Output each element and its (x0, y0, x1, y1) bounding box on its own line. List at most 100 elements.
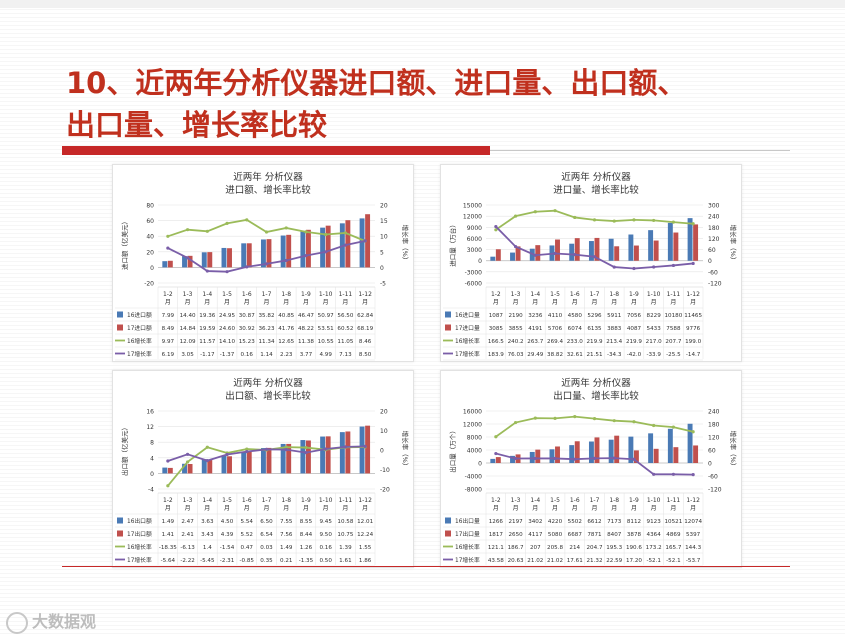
category-label-unit: 月 (552, 505, 558, 512)
chart-title: 近两年 分析仪器 (561, 171, 631, 183)
category-label: 1-6 (242, 291, 252, 298)
point-17增长率 (533, 253, 537, 257)
table-cell: 12074 (684, 519, 702, 525)
y2-axis-label: 增长率（%） (729, 225, 738, 264)
point-16增长率 (533, 210, 537, 214)
point-16增长率 (324, 232, 328, 237)
point-17增长率 (632, 266, 636, 271)
bar-16出口额 (339, 432, 345, 474)
table-cell: 3.43 (201, 532, 214, 538)
chart-title: 近两年 分析仪器 (233, 377, 303, 389)
point-17增长率 (166, 459, 170, 463)
table-cell: 3883 (607, 326, 622, 332)
table-cell: 46.47 (298, 313, 314, 319)
point-17增长率 (494, 451, 498, 456)
category-label-unit: 月 (244, 505, 250, 512)
category-label: 1-7 (590, 291, 600, 298)
table-cell: 19.36 (199, 313, 215, 319)
table-cell: 40.85 (278, 313, 294, 319)
title-underline-gray (490, 150, 790, 151)
bar-17进口量 (653, 240, 659, 261)
table-cell: -2.22 (180, 558, 194, 564)
bar-17出口量 (633, 450, 639, 463)
point-16增长率 (592, 218, 597, 222)
point-16增长率 (166, 484, 170, 488)
y-tick-label: 12000 (463, 422, 482, 429)
table-cell: 6687 (568, 532, 583, 538)
point-16增长率 (652, 218, 656, 223)
bar-16出口额 (241, 451, 247, 474)
point-17增长率 (671, 263, 676, 268)
y-tick-label: 4000 (467, 448, 482, 455)
bar-17出口额 (187, 464, 193, 474)
table-cell: 11.38 (298, 339, 314, 345)
table-cell: 12.09 (180, 339, 196, 345)
y-tick-label: 12 (146, 424, 154, 431)
bar-16出口量 (588, 441, 594, 463)
point-17增长率 (592, 255, 597, 259)
bar-17进口额 (286, 234, 292, 268)
category-label: 1-9 (629, 497, 639, 504)
table-cell: 15.23 (239, 339, 255, 345)
point-17增长率 (691, 261, 695, 266)
point-17增长率 (691, 473, 695, 477)
point-16增长率 (533, 416, 537, 420)
point-17增长率 (632, 457, 636, 461)
point-17增长率 (671, 472, 676, 476)
table-cell: 2.47 (181, 519, 194, 525)
table-cell: 36.23 (258, 326, 274, 332)
table-cell: 22.59 (606, 558, 622, 564)
point-17增长率 (343, 445, 348, 449)
point-16增长率 (573, 215, 577, 220)
category-label: 1-5 (222, 291, 232, 298)
legend-label: 17进口量 (455, 324, 480, 332)
category-label-unit: 月 (690, 505, 696, 512)
y2-tick-label: 10 (380, 428, 388, 435)
point-17增长率 (363, 239, 367, 243)
category-label: 1-3 (511, 497, 521, 504)
point-16增长率 (343, 231, 348, 235)
point-17增长率 (225, 270, 229, 274)
y-tick-label: 8000 (467, 435, 482, 442)
category-label-unit: 月 (244, 299, 250, 306)
category-label-unit: 月 (263, 505, 269, 512)
table-cell: 8407 (607, 532, 622, 538)
y2-tick-label: 0 (380, 265, 384, 272)
table-cell: 0.47 (241, 545, 254, 551)
category-label: 1-10 (319, 497, 333, 504)
point-17增长率 (225, 452, 229, 457)
table-cell: 29.49 (527, 352, 543, 358)
table-cell: 5080 (548, 532, 563, 538)
category-label: 1-5 (550, 291, 560, 298)
y-tick-label: 0 (478, 461, 482, 468)
table-cell: 0.35 (260, 558, 273, 564)
category-label-unit: 月 (263, 299, 269, 306)
table-cell: 0.16 (241, 352, 254, 358)
category-label: 1-6 (570, 497, 580, 504)
category-label-unit: 月 (591, 299, 597, 306)
legend-label: 17增长率 (455, 350, 480, 358)
table-cell: -52.1 (666, 558, 681, 564)
y2-tick-label: 60 (708, 448, 716, 455)
table-cell: 5911 (607, 313, 622, 319)
table-cell: 8.46 (359, 339, 372, 345)
table-cell: 21.02 (547, 558, 563, 564)
table-cell: 4191 (528, 326, 543, 332)
watermark-text: 大数据观 (32, 612, 97, 631)
table-cell: 5433 (647, 326, 662, 332)
table-cell: 6.54 (260, 532, 273, 538)
point-17增长率 (533, 456, 537, 461)
category-label: 1-2 (163, 291, 173, 298)
table-cell: 4869 (666, 532, 681, 538)
table-cell: 1.49 (162, 519, 175, 525)
bar-17出口量 (555, 446, 560, 463)
category-label: 1-8 (609, 497, 619, 504)
point-16增长率 (612, 419, 616, 423)
y-tick-label: 0 (478, 258, 482, 265)
y-tick-label: 4 (150, 455, 154, 462)
table-cell: 62.84 (357, 313, 373, 319)
legend-label: 17出口量 (455, 530, 480, 538)
point-17增长率 (612, 456, 616, 460)
table-cell: 8.55 (300, 519, 313, 525)
